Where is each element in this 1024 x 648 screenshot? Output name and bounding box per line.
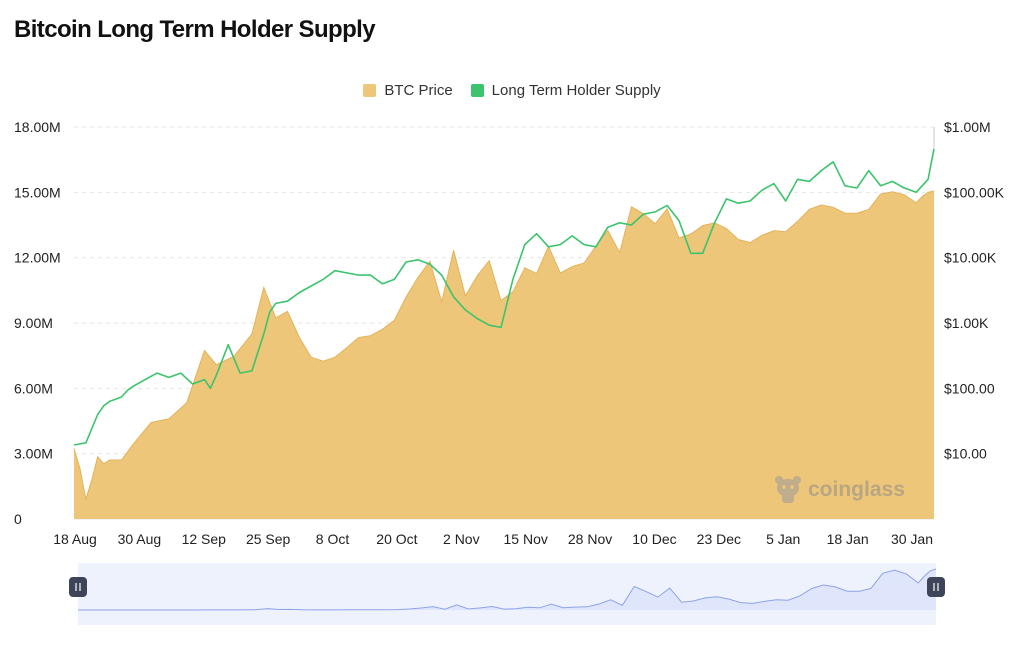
y-left-tick-label: 0 bbox=[14, 511, 22, 527]
y-right-tick-label: $1.00K bbox=[944, 315, 989, 331]
x-axis: 18 Aug 30 Aug 12 Sep 25 Sep 8 Oct 20 Oct 2 Nov… bbox=[53, 531, 933, 547]
legend-label-btc-price: BTC Price bbox=[384, 82, 453, 99]
legend-item-btc-price[interactable]: BTC Price bbox=[363, 82, 453, 99]
btc-price-line bbox=[73, 190, 935, 500]
y-left-tick-label: 9.00M bbox=[14, 315, 53, 331]
navigator-left-handle[interactable] bbox=[69, 577, 87, 597]
x-tick-label: 23 Dec bbox=[697, 531, 741, 547]
y-left-tick-label: 12.00M bbox=[14, 250, 61, 266]
y-left-tick-label: 3.00M bbox=[14, 446, 53, 462]
legend-swatch-btc-price bbox=[363, 84, 377, 97]
y-right-tick-label: $100.00 bbox=[944, 380, 995, 396]
y-left-tick-label: 15.00M bbox=[14, 184, 61, 200]
coinglass-logo-icon bbox=[775, 476, 801, 503]
x-tick-label: 15 Nov bbox=[504, 531, 548, 547]
legend-swatch-lth-supply bbox=[470, 84, 484, 97]
y-right-tick-label: $10.00 bbox=[944, 446, 987, 462]
x-tick-label: 10 Dec bbox=[632, 531, 676, 547]
coinglass-watermark: coinglass bbox=[775, 476, 905, 503]
btc-price-area bbox=[74, 190, 934, 519]
y-axis-left: 0 3.00M 6.00M 9.00M 12.00M 15.00M 18.00M bbox=[14, 119, 61, 527]
legend-label-lth-supply: Long Term Holder Supply bbox=[491, 82, 661, 99]
lth-supply-layer bbox=[73, 127, 935, 446]
navigator-line bbox=[78, 568, 937, 611]
navigator-right-handle[interactable] bbox=[927, 577, 945, 597]
x-tick-label: 12 Sep bbox=[182, 531, 227, 547]
x-tick-label: 5 Jan bbox=[766, 531, 800, 547]
y-axis-right: $10.00 $100.00 $1.00K $10.00K $100.00K $1.00M bbox=[944, 119, 1005, 462]
x-tick-label: 25 Sep bbox=[246, 531, 291, 547]
range-navigator[interactable] bbox=[69, 563, 945, 625]
page-title: Bitcoin Long Term Holder Supply bbox=[14, 16, 376, 43]
lth-supply-line bbox=[73, 148, 935, 446]
navigator-area bbox=[78, 569, 936, 610]
chart-legend: BTC Price Long Term Holder Supply bbox=[0, 82, 1024, 99]
x-tick-label: 30 Jan bbox=[891, 531, 933, 547]
x-tick-label: 2 Nov bbox=[443, 531, 480, 547]
btc-price-layer bbox=[73, 190, 935, 519]
x-tick-label: 28 Nov bbox=[568, 531, 612, 547]
legend-item-lth-supply[interactable]: Long Term Holder Supply bbox=[470, 82, 661, 99]
x-tick-label: 18 Jan bbox=[827, 531, 869, 547]
y-right-tick-label: $100.00K bbox=[944, 184, 1005, 200]
x-tick-label: 30 Aug bbox=[118, 531, 162, 547]
watermark-text: coinglass bbox=[808, 478, 905, 501]
navigator-background bbox=[78, 563, 936, 625]
y-left-tick-label: 6.00M bbox=[14, 380, 53, 396]
y-right-tick-label: $1.00M bbox=[944, 119, 991, 135]
x-tick-label: 20 Oct bbox=[376, 531, 417, 547]
y-left-tick-label: 18.00M bbox=[14, 119, 61, 135]
x-tick-label: 8 Oct bbox=[316, 531, 350, 547]
x-tick-label: 18 Aug bbox=[53, 531, 97, 547]
y-right-tick-label: $10.00K bbox=[944, 250, 997, 266]
